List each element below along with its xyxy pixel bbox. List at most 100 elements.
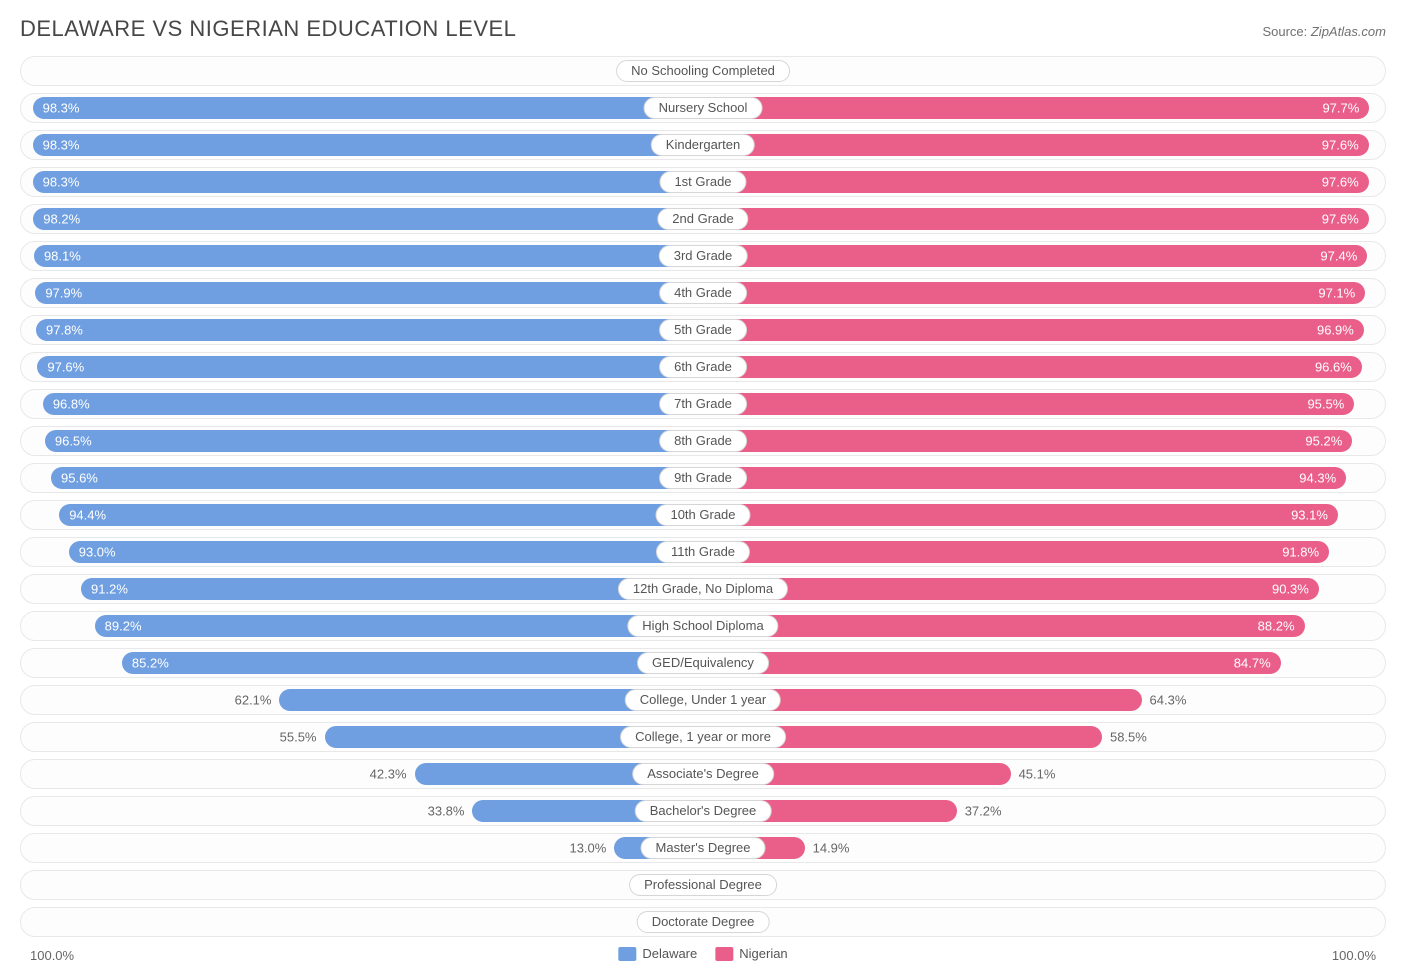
right-value: 97.6%: [1322, 175, 1359, 190]
right-bar: [703, 652, 1281, 674]
category-label: Nursery School: [644, 97, 763, 119]
left-value: 94.4%: [69, 508, 106, 523]
left-bar: [37, 356, 703, 378]
left-half: 93.0%: [21, 538, 703, 566]
chart-header: DELAWARE VS NIGERIAN EDUCATION LEVEL Sou…: [0, 0, 1406, 50]
left-value: 85.2%: [132, 656, 169, 671]
left-value: 91.2%: [91, 582, 128, 597]
right-value: 93.1%: [1291, 508, 1328, 523]
chart-row: 98.3% 97.6% 1st Grade: [20, 167, 1386, 197]
left-bar: [95, 615, 703, 637]
chart-row: 13.0% 14.9% Master's Degree: [20, 833, 1386, 863]
legend-item: Delaware: [618, 946, 697, 961]
left-bar: [51, 467, 703, 489]
right-value: 14.9%: [813, 841, 850, 856]
left-bar: [35, 282, 703, 304]
right-value: 88.2%: [1258, 619, 1295, 634]
category-label: College, Under 1 year: [625, 689, 781, 711]
left-bar: [36, 319, 703, 341]
chart-legend: Delaware Nigerian: [618, 946, 787, 961]
right-value: 58.5%: [1110, 730, 1147, 745]
left-value: 97.6%: [47, 360, 84, 375]
chart-row: 98.3%97.7%Nursery School: [20, 93, 1386, 123]
right-half: 91.8%: [703, 538, 1385, 566]
chart-title: DELAWARE VS NIGERIAN EDUCATION LEVEL: [20, 16, 516, 42]
axis-max-left: 100.0%: [30, 948, 74, 963]
left-half: 89.2%: [21, 612, 703, 640]
right-bar: [703, 319, 1364, 341]
chart-area: 1.7%2.3%No Schooling Completed 98.3%97.7%…: [0, 50, 1406, 937]
right-bar: [703, 393, 1354, 415]
left-value: 55.5%: [280, 730, 317, 745]
left-half: 1.6%: [21, 908, 703, 936]
right-value: 96.9%: [1317, 323, 1354, 338]
category-label: 1st Grade: [659, 171, 746, 193]
right-half: 97.6%: [703, 168, 1385, 196]
right-value: 97.4%: [1320, 249, 1357, 264]
chart-row: 33.8%37.2%Bachelor's Degree: [20, 796, 1386, 826]
right-half: 97.6%: [703, 205, 1385, 233]
right-value: 95.2%: [1305, 434, 1342, 449]
left-bar: [34, 245, 703, 267]
left-bar: [122, 652, 703, 674]
left-half: 98.3%: [21, 131, 703, 159]
left-bar: [45, 430, 703, 452]
right-half: 64.3%: [703, 686, 1385, 714]
left-value: 62.1%: [235, 693, 272, 708]
left-half: 98.2%: [21, 205, 703, 233]
right-value: 45.1%: [1019, 767, 1056, 782]
right-value: 94.3%: [1299, 471, 1336, 486]
left-bar: [33, 134, 703, 156]
left-value: 89.2%: [105, 619, 142, 634]
right-bar: [703, 208, 1369, 230]
left-value: 98.3%: [43, 175, 80, 190]
category-label: 8th Grade: [659, 430, 747, 452]
chart-row: 89.2%88.2%High School Diploma: [20, 611, 1386, 641]
right-half: 37.2%: [703, 797, 1385, 825]
left-half: 3.6%: [21, 871, 703, 899]
category-label: 12th Grade, No Diploma: [618, 578, 788, 600]
right-bar: [703, 578, 1319, 600]
right-half: 95.5%: [703, 390, 1385, 418]
left-half: 91.2%: [21, 575, 703, 603]
category-label: Master's Degree: [641, 837, 766, 859]
category-label: 4th Grade: [659, 282, 747, 304]
right-value: 96.6%: [1315, 360, 1352, 375]
left-half: 62.1%: [21, 686, 703, 714]
left-value: 13.0%: [569, 841, 606, 856]
right-half: 45.1%: [703, 760, 1385, 788]
right-value: 84.7%: [1234, 656, 1271, 671]
left-half: 33.8%: [21, 797, 703, 825]
right-bar: [703, 171, 1369, 193]
chart-row: 1.7%2.3%No Schooling Completed: [20, 56, 1386, 86]
right-half: 88.2%: [703, 612, 1385, 640]
chart-row: 95.6% 94.3% 9th Grade: [20, 463, 1386, 493]
chart-row: 85.2%84.7%GED/Equivalency: [20, 648, 1386, 678]
left-bar: [33, 208, 703, 230]
right-value: 64.3%: [1150, 693, 1187, 708]
left-value: 97.8%: [46, 323, 83, 338]
left-half: 96.8%: [21, 390, 703, 418]
category-label: 9th Grade: [659, 467, 747, 489]
right-half: 2.3%: [703, 57, 1385, 85]
chart-row: 94.4%93.1%10th Grade: [20, 500, 1386, 530]
left-half: 95.6%: [21, 464, 703, 492]
chart-row: 96.8%95.5%7th Grade: [20, 389, 1386, 419]
category-label: 6th Grade: [659, 356, 747, 378]
chart-row: 98.2%97.6%2nd Grade: [20, 204, 1386, 234]
right-bar: [703, 504, 1338, 526]
category-label: 2nd Grade: [657, 208, 748, 230]
category-label: Bachelor's Degree: [635, 800, 772, 822]
left-half: 85.2%: [21, 649, 703, 677]
chart-row: 93.0%91.8%11th Grade: [20, 537, 1386, 567]
left-half: 98.3%: [21, 94, 703, 122]
right-half: 94.3%: [703, 464, 1385, 492]
left-half: 98.1%: [21, 242, 703, 270]
legend-item: Nigerian: [715, 946, 787, 961]
chart-source: Source: ZipAtlas.com: [1262, 24, 1386, 39]
left-half: 13.0%: [21, 834, 703, 862]
right-bar: [703, 541, 1329, 563]
right-bar: [703, 356, 1362, 378]
category-label: 11th Grade: [656, 541, 750, 563]
left-value: 98.3%: [43, 138, 80, 153]
